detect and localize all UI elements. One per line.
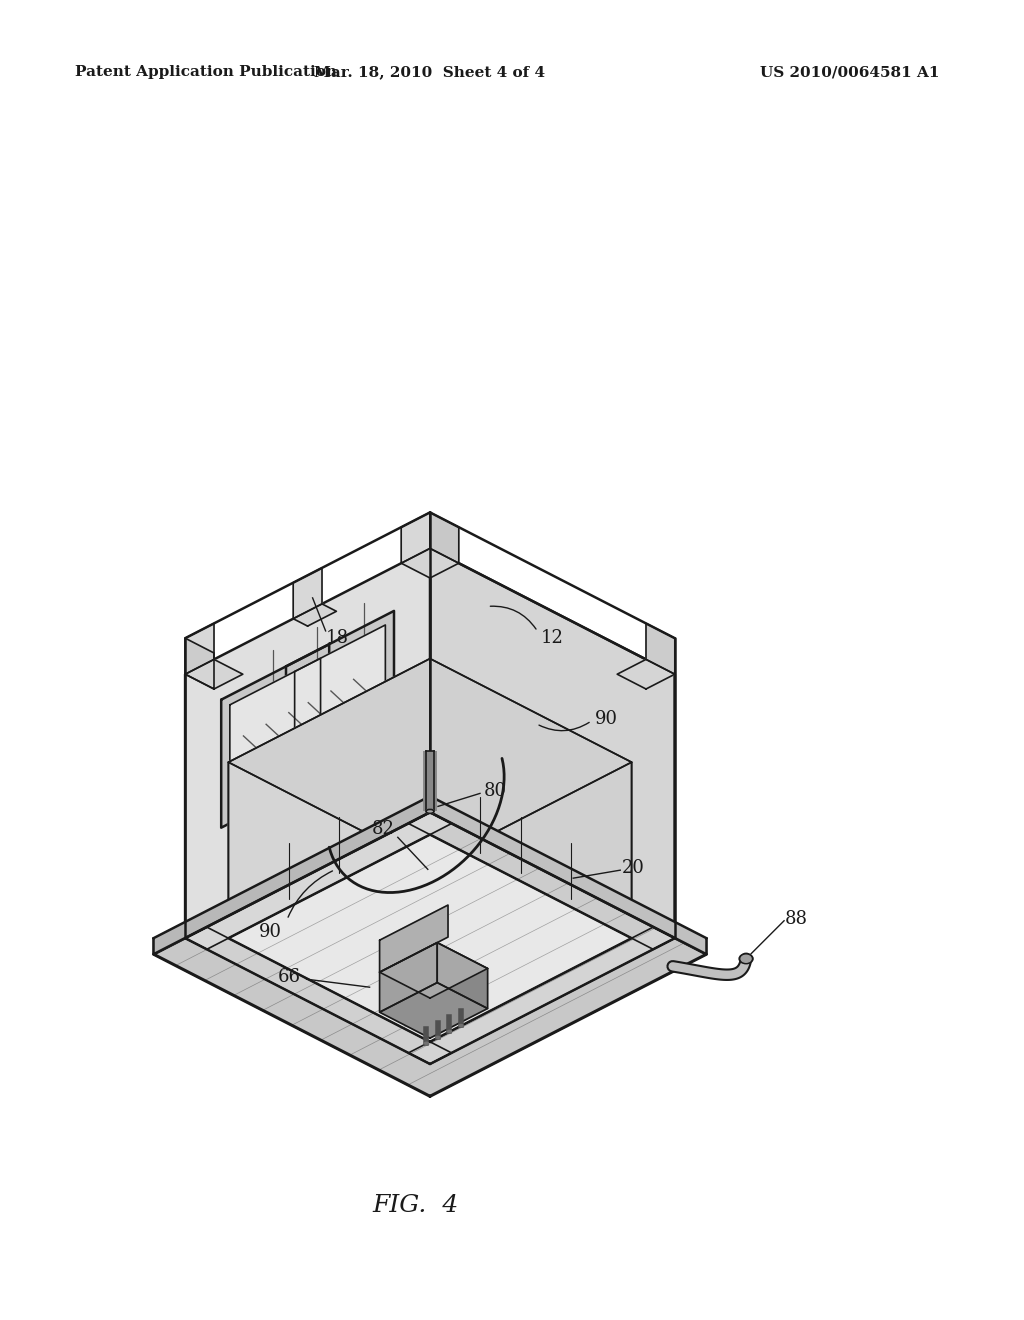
- Polygon shape: [430, 548, 675, 939]
- Polygon shape: [154, 796, 430, 954]
- Polygon shape: [430, 762, 632, 1041]
- Polygon shape: [380, 906, 449, 973]
- Text: Mar. 18, 2010  Sheet 4 of 4: Mar. 18, 2010 Sheet 4 of 4: [314, 65, 546, 79]
- Polygon shape: [617, 660, 675, 689]
- Polygon shape: [228, 659, 430, 939]
- Ellipse shape: [739, 954, 753, 964]
- Polygon shape: [401, 548, 459, 578]
- Polygon shape: [228, 834, 632, 1041]
- Text: Patent Application Publication: Patent Application Publication: [75, 65, 337, 79]
- Polygon shape: [430, 548, 675, 939]
- Ellipse shape: [426, 809, 434, 813]
- Polygon shape: [409, 812, 675, 949]
- Text: 90: 90: [595, 710, 618, 727]
- Polygon shape: [185, 638, 214, 689]
- Polygon shape: [293, 568, 322, 619]
- Polygon shape: [154, 939, 430, 1097]
- Polygon shape: [295, 784, 385, 940]
- Ellipse shape: [741, 956, 751, 962]
- Polygon shape: [430, 512, 459, 564]
- Polygon shape: [380, 942, 487, 998]
- Text: 90: 90: [258, 923, 282, 941]
- Text: 66: 66: [279, 968, 301, 986]
- Polygon shape: [185, 812, 452, 949]
- Polygon shape: [409, 927, 675, 1064]
- Ellipse shape: [447, 1031, 452, 1032]
- Polygon shape: [401, 771, 459, 800]
- Polygon shape: [430, 659, 632, 939]
- Text: 88: 88: [784, 909, 808, 928]
- Text: 82: 82: [372, 820, 394, 838]
- Polygon shape: [401, 512, 430, 564]
- Polygon shape: [228, 762, 430, 1041]
- Polygon shape: [185, 623, 214, 675]
- Polygon shape: [228, 659, 632, 866]
- Polygon shape: [185, 927, 452, 1064]
- Text: FIG.  4: FIG. 4: [372, 1193, 458, 1217]
- Polygon shape: [185, 675, 430, 1064]
- Polygon shape: [646, 623, 675, 675]
- Ellipse shape: [436, 1036, 440, 1039]
- Polygon shape: [295, 624, 385, 780]
- Text: US 2010/0064581 A1: US 2010/0064581 A1: [761, 65, 940, 79]
- Text: 18: 18: [326, 628, 349, 647]
- Polygon shape: [437, 942, 487, 1008]
- Polygon shape: [380, 942, 437, 1012]
- Polygon shape: [430, 796, 707, 954]
- Polygon shape: [185, 675, 430, 1064]
- Polygon shape: [185, 548, 430, 939]
- Polygon shape: [380, 982, 487, 1038]
- Polygon shape: [154, 812, 707, 1097]
- Polygon shape: [221, 644, 329, 828]
- Text: 12: 12: [541, 630, 564, 647]
- Polygon shape: [185, 660, 243, 689]
- Ellipse shape: [424, 1043, 428, 1044]
- Polygon shape: [286, 770, 394, 953]
- Ellipse shape: [459, 1024, 463, 1027]
- Text: 80: 80: [483, 783, 507, 800]
- Polygon shape: [293, 605, 337, 626]
- Polygon shape: [401, 750, 430, 800]
- Text: 20: 20: [622, 859, 645, 878]
- Polygon shape: [229, 659, 321, 813]
- Polygon shape: [430, 939, 707, 1097]
- Polygon shape: [286, 611, 394, 795]
